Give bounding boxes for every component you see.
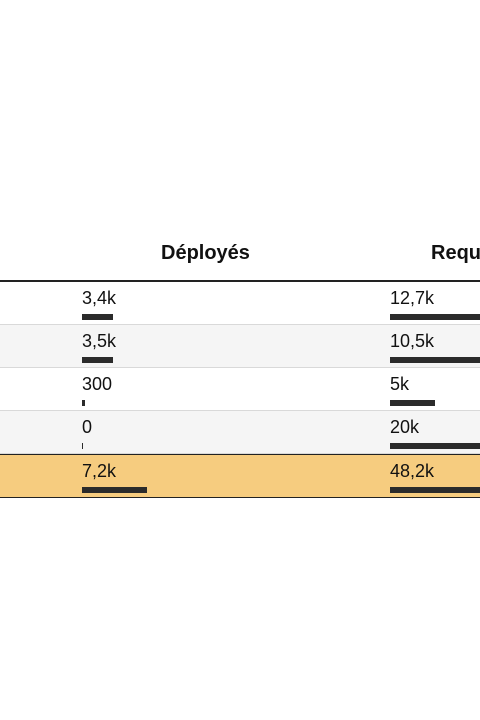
value-bar (390, 487, 480, 493)
value-bar (390, 400, 435, 406)
cell-value: 3,4k (82, 288, 117, 308)
value-bar (390, 357, 480, 363)
value-bar (82, 487, 147, 493)
cell-value: 20k (390, 417, 420, 437)
cell-value: 5k (390, 374, 410, 394)
cell-value: 3,5k (82, 331, 117, 351)
total-row: 7,2k 48,2k (0, 454, 480, 498)
data-table: Déployés Requ 3,4k 12,7k 3,5k 10,5k 300 5k 0 20… (0, 236, 480, 498)
column-header-deployes: Déployés (161, 242, 250, 264)
value-bar (390, 314, 480, 320)
table-row: 0 20k (0, 411, 480, 454)
value-bar (82, 443, 83, 449)
cell-value: 7,2k (82, 461, 117, 481)
cell-value: 12,7k (390, 288, 435, 308)
value-bar (390, 443, 480, 449)
table-header: Déployés Requ (0, 236, 480, 282)
value-bar (82, 400, 85, 406)
cell-value: 0 (82, 417, 93, 437)
table-row: 300 5k (0, 368, 480, 411)
table-body: 3,4k 12,7k 3,5k 10,5k 300 5k 0 20k 7,2k 48,2k (0, 282, 480, 498)
value-bar (82, 357, 113, 363)
table-row: 3,4k 12,7k (0, 282, 480, 325)
value-bar (82, 314, 113, 320)
cell-value: 300 (82, 374, 113, 394)
table-row: 3,5k 10,5k (0, 325, 480, 368)
column-header-requ: Requ (431, 242, 480, 264)
cell-value: 10,5k (390, 331, 435, 351)
cell-value: 48,2k (390, 461, 435, 481)
